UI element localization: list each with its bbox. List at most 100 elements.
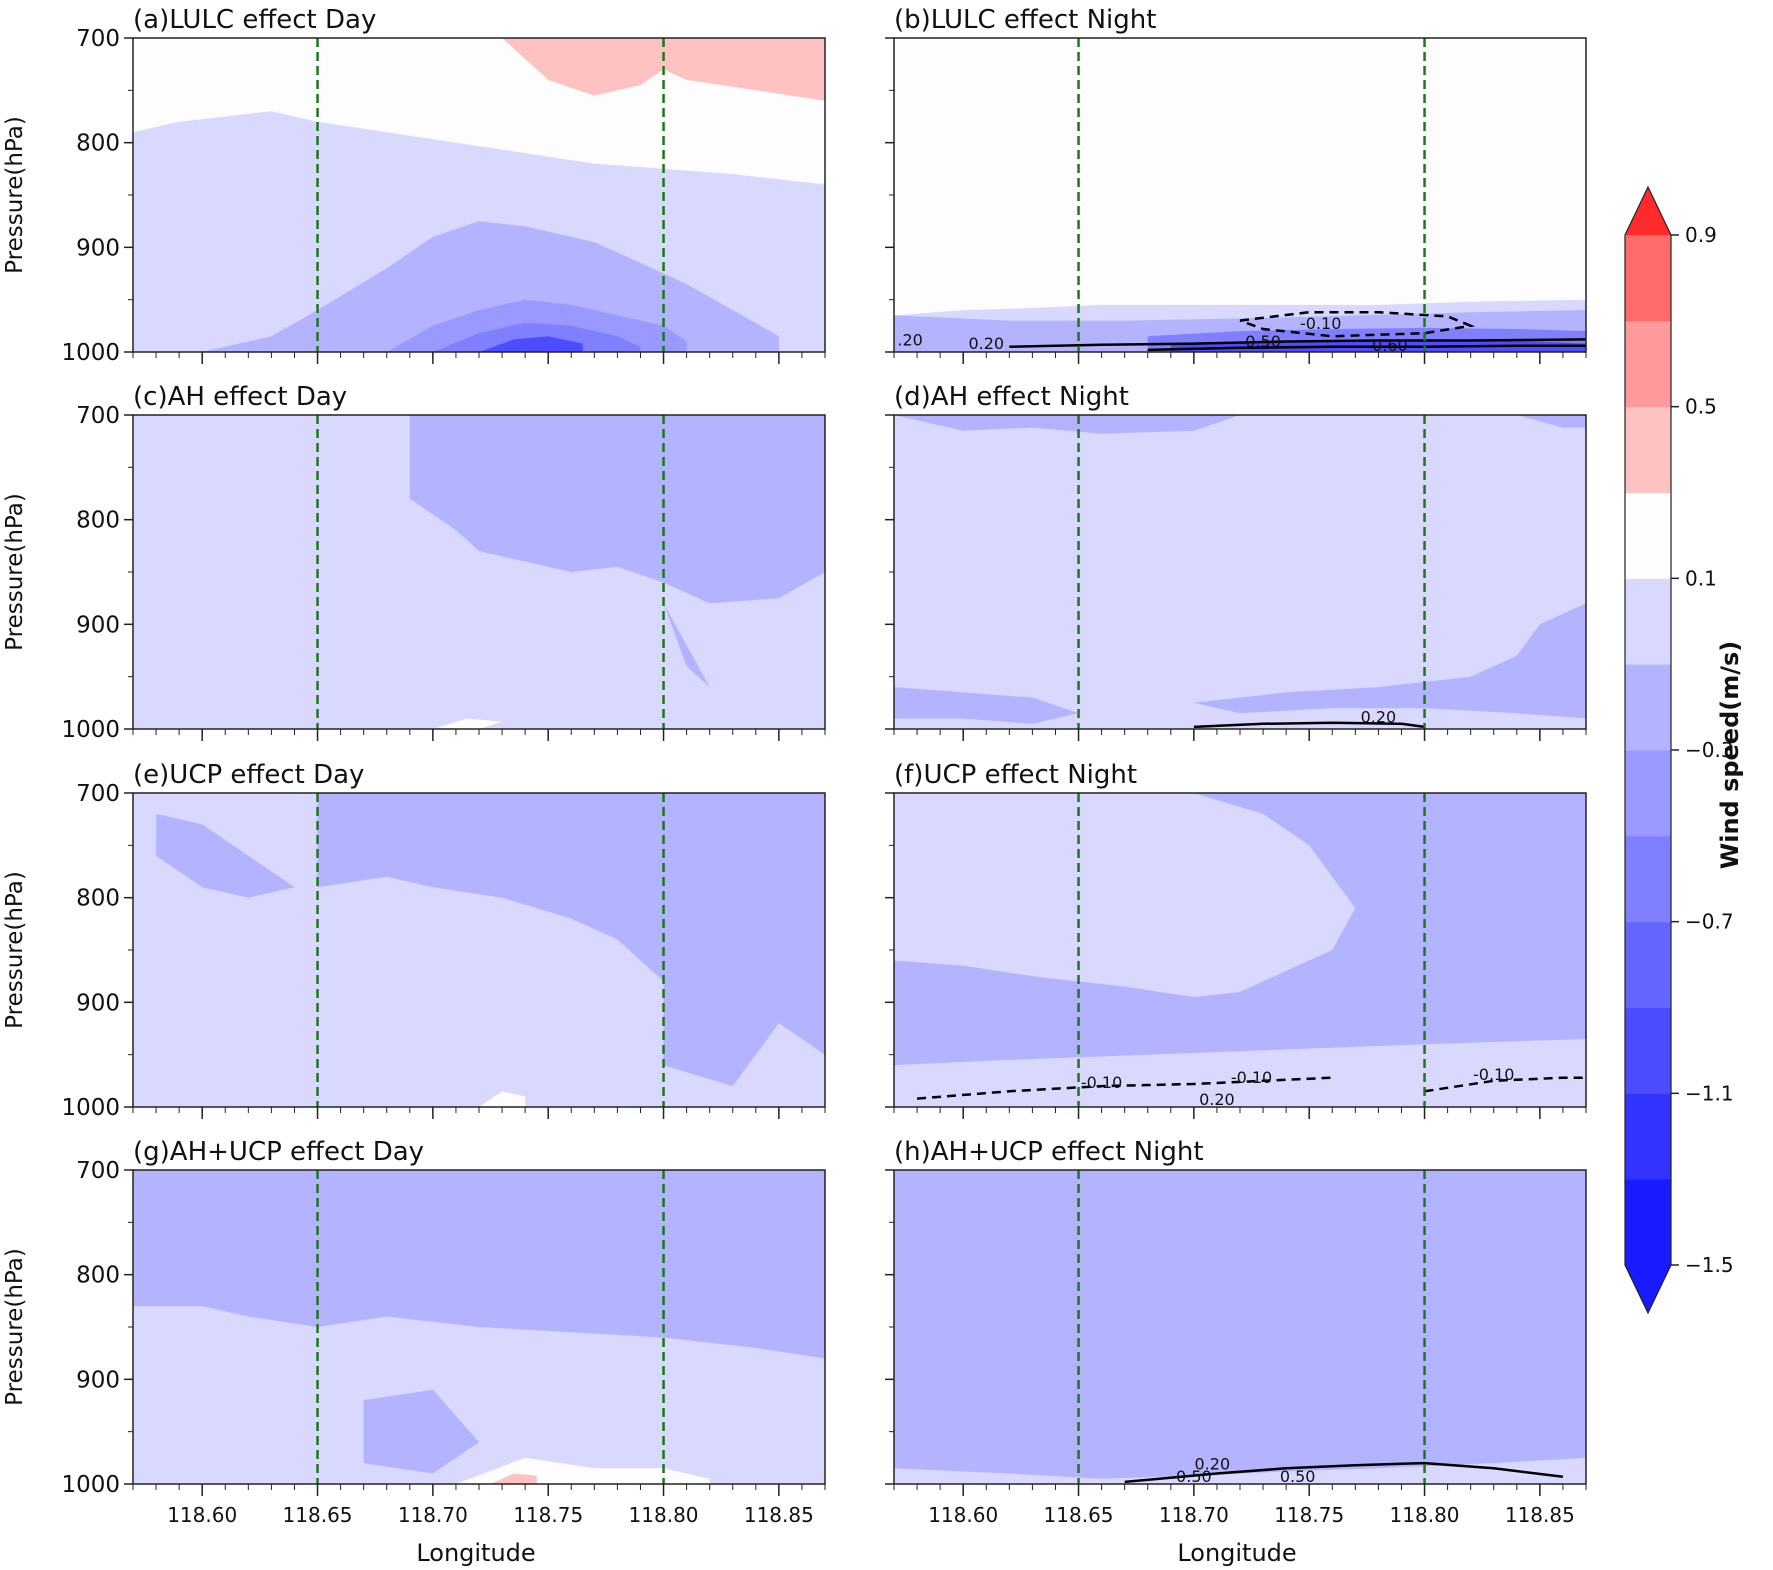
contour-fill: [432, 718, 503, 729]
contour-fill: [894, 793, 1586, 1066]
x-axis-label-left: Longitude: [416, 1539, 535, 1567]
x-tick-label: 118.80: [629, 1503, 699, 1527]
x-tick-label: 118.85: [744, 1503, 814, 1527]
contour-line: [1147, 344, 1586, 352]
colorbar-band: [1625, 235, 1671, 322]
contour-fill: [894, 687, 1079, 724]
contour-fill: [156, 813, 295, 898]
plot-area: 0.200.50 0.50: [894, 1170, 1586, 1486]
panel-g: (g)AH+UCP effect Day 700 800 900 1000 Pressur…: [2, 1137, 826, 1527]
panel-background: [894, 415, 1586, 729]
contour-fill: [363, 1389, 479, 1474]
y-tick-label: 700: [76, 26, 120, 52]
y-tick-label: 800: [76, 1263, 120, 1289]
y-tick-label: 900: [76, 990, 120, 1016]
contour-line: [1239, 310, 1476, 338]
colorbar-band: [1625, 750, 1671, 837]
y-tick-label: 900: [76, 235, 120, 261]
contour-fill: [894, 415, 1240, 434]
x-tick-label: 118.70: [398, 1503, 468, 1527]
panel-title: (c)AH effect Day: [133, 382, 347, 412]
panel-f: -0.10 -0.10 0.20 -0.10 (f)UCP effect Night: [885, 760, 1587, 1119]
colorbar-tick-label: −1.5: [1685, 1253, 1734, 1277]
panel-e: (e)UCP effect Day 700 800 900 1000 Pressure(h…: [2, 760, 826, 1121]
contour-fill: [1193, 603, 1586, 719]
colorbar-tick-label: −1.1: [1685, 1081, 1734, 1105]
x-tick-label: 118.80: [1390, 1503, 1460, 1527]
y-tick-label: 1000: [61, 340, 120, 366]
x-tick-label: 118.65: [283, 1503, 353, 1527]
contour-label: 0.20: [968, 334, 1004, 353]
contour-label: 0.20: [1361, 708, 1397, 727]
contour-label: .20: [897, 331, 922, 350]
panel-title: (e)UCP effect Day: [133, 760, 364, 790]
y-tick-label: 1000: [61, 717, 120, 743]
contour-line: [917, 1076, 1333, 1100]
contour-fill: [202, 221, 779, 352]
y-tick-label: 800: [76, 508, 120, 534]
contour-label: -0.10: [1231, 1068, 1272, 1087]
y-tick-label: 1000: [61, 1095, 120, 1121]
colorbar-band: [1625, 1093, 1671, 1180]
panel-d: 0.20 (d)AH effect Night: [885, 382, 1587, 741]
y-tick-label: 800: [76, 131, 120, 157]
y-axis-label: Pressure(hPa): [2, 116, 28, 274]
plot-area: [133, 1170, 825, 1484]
colorbar-band: [1625, 664, 1671, 751]
contour-label: -0.10: [1473, 1065, 1514, 1084]
contour-label: 0.50: [1176, 1467, 1212, 1486]
y-tick-label: 700: [76, 781, 120, 807]
y-tick-label: 900: [76, 1367, 120, 1393]
panel-h: 0.200.50 0.50(h)AH+UCP effect Night118.60…: [885, 1137, 1587, 1527]
y-axis-label: Pressure(hPa): [2, 1248, 28, 1406]
x-tick-label: 118.70: [1159, 1503, 1229, 1527]
contour-line: [1193, 721, 1425, 729]
y-axis-label: Pressure(hPa): [2, 493, 28, 651]
contour-label: -0.10: [1300, 314, 1341, 333]
panel-title: (a)LULC effect Day: [133, 5, 376, 35]
colorbar-band: [1625, 921, 1671, 1008]
plot-area: [156, 793, 825, 1107]
colorbar-tick-label: 0.9: [1685, 223, 1717, 247]
x-axis-label-right: Longitude: [1177, 1539, 1296, 1567]
contour-fill: [479, 1091, 526, 1107]
contour-fill: [894, 38, 1586, 316]
contour-label: 0.20: [1195, 1454, 1231, 1473]
plot-area: [133, 38, 825, 352]
x-tick-label: 118.60: [928, 1503, 998, 1527]
contour-line: [1009, 338, 1586, 349]
contour-label: -0.10: [1081, 1073, 1122, 1092]
contour-label: 0.60: [1372, 336, 1408, 355]
panel-b: -0.10 0.50 0.60 .20 0.20 (b)LULC effect Night: [885, 5, 1587, 364]
contour-fill: [894, 1170, 1586, 1479]
contour-fill: [663, 965, 779, 1087]
panels: (a)LULC effect Day 700 800 900 1000 Pressure(…: [2, 5, 1587, 1527]
colorbar-band: [1625, 578, 1671, 665]
colorbar-tick-label: 0.5: [1685, 395, 1717, 419]
x-tick-label: 118.65: [1044, 1503, 1114, 1527]
plot-area: 0.20: [894, 415, 1586, 729]
panel-a: (a)LULC effect Day 700 800 900 1000 Pressure(…: [2, 5, 826, 366]
colorbar-band: [1625, 492, 1671, 579]
contour-label: 0.20: [1199, 1090, 1235, 1109]
contour-fill: [409, 415, 825, 604]
colorbar: 0.9 0.5 0.1 −0.3 −0.7 −1.1 −1.5: [1624, 185, 1734, 1315]
colorbar-label: Wind speed(m/s): [1716, 641, 1744, 870]
colorbar-band: [1625, 1007, 1671, 1094]
colorbar-band: [1625, 835, 1671, 923]
panel-title: (g)AH+UCP effect Day: [133, 1137, 424, 1167]
plot-area: -0.10 0.50 0.60 .20 0.20: [894, 38, 1586, 355]
plot-area: -0.10 -0.10 0.20 -0.10: [894, 793, 1586, 1109]
contour-line: [1424, 1076, 1586, 1093]
colorbar-tick-label: −0.7: [1685, 910, 1734, 934]
y-tick-label: 900: [76, 612, 120, 638]
contour-label: 0.50: [1280, 1467, 1316, 1486]
x-tick-label: 118.85: [1505, 1503, 1575, 1527]
colorbar-tick-label: −0.3: [1685, 738, 1734, 762]
panel-c: (c)AH effect Day 700 800 900 1000 Pressure(hP…: [2, 382, 826, 743]
panel-title: (f)UCP effect Night: [894, 760, 1137, 790]
colorbar-band: [1625, 406, 1671, 493]
colorbar-band: [1625, 320, 1671, 408]
colorbar-extend-max: [1625, 187, 1671, 235]
